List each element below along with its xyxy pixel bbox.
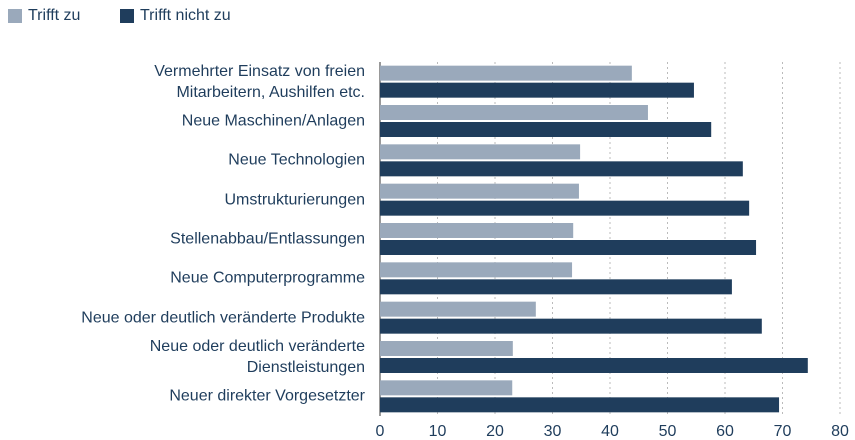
bar bbox=[380, 82, 694, 98]
bar bbox=[380, 358, 808, 373]
bar bbox=[380, 240, 757, 255]
bar bbox=[380, 161, 743, 177]
bar bbox=[380, 144, 581, 160]
bar bbox=[380, 262, 573, 278]
x-tick-label: 20 bbox=[486, 423, 504, 440]
category-label: Neue oder deutlich veränderte Produkte bbox=[81, 309, 365, 327]
bar bbox=[380, 65, 632, 81]
bar bbox=[380, 183, 579, 199]
bar bbox=[380, 279, 732, 295]
x-tick-label: 60 bbox=[716, 423, 734, 440]
legend-swatch bbox=[8, 9, 22, 23]
x-tick-label: 40 bbox=[601, 423, 619, 440]
legend-item: Trifft zu bbox=[8, 7, 80, 25]
bar bbox=[380, 318, 762, 334]
x-tick-label: 0 bbox=[376, 423, 385, 440]
bar bbox=[380, 301, 536, 317]
x-tick-label: 10 bbox=[429, 423, 447, 440]
bar bbox=[380, 341, 513, 356]
bar bbox=[380, 105, 648, 120]
x-tick-label: 80 bbox=[831, 423, 849, 440]
category-label: Neue oder deutlich veränderte Dienstleis… bbox=[149, 338, 365, 376]
x-tick-label: 30 bbox=[544, 423, 562, 440]
legend-label: Trifft nicht zu bbox=[140, 7, 231, 24]
category-label: Neue Technologien bbox=[228, 151, 365, 169]
category-label: Neue Maschinen/Anlagen bbox=[181, 112, 365, 130]
bar bbox=[380, 397, 780, 413]
category-label: Stellenabbau/Entlassungen bbox=[170, 230, 365, 248]
legend-item: Trifft nicht zu bbox=[120, 7, 231, 25]
bar bbox=[380, 380, 513, 396]
category-label: Neuer direkter Vorgesetzter bbox=[169, 387, 365, 405]
legend-swatch bbox=[120, 9, 134, 23]
x-tick-label: 50 bbox=[659, 423, 677, 440]
category-label: Neue Computerprogramme bbox=[170, 269, 365, 287]
bar bbox=[380, 200, 750, 216]
legend-label: Trifft zu bbox=[28, 7, 81, 24]
category-label: Vermehrter Einsatz von freien Mitarbeite… bbox=[154, 62, 365, 101]
x-tick-label: 70 bbox=[774, 423, 792, 440]
category-label: Umstrukturierungen bbox=[224, 191, 366, 209]
bar bbox=[380, 122, 712, 137]
bar bbox=[380, 223, 574, 238]
